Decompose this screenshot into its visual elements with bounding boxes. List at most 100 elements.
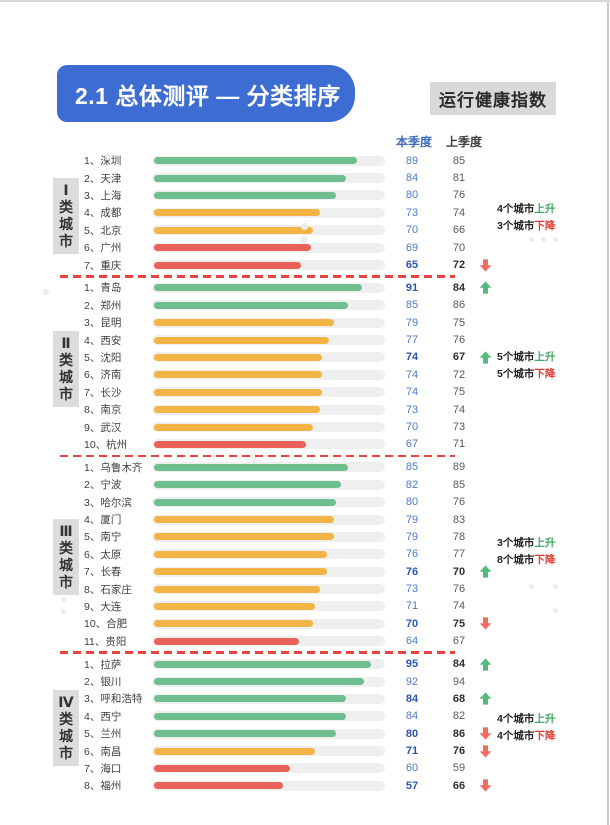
score-bar-track: [152, 260, 385, 271]
previous-score: 81: [452, 172, 466, 185]
city-label: 1、深圳: [84, 155, 122, 168]
group-separator-line: [60, 651, 455, 654]
trend-arrow: [479, 258, 497, 272]
city-row: 4、成都 73 74: [84, 204, 610, 221]
city-row: 3、上海 80 76: [84, 187, 610, 204]
trend-arrow: [479, 617, 497, 631]
score-bar-track: [152, 439, 385, 450]
score-bar-fill: [154, 440, 307, 448]
trend-arrow: [479, 530, 497, 544]
decor-dot: [529, 584, 534, 589]
city-row: 2、宁波 82 85: [84, 476, 610, 493]
score-bar-track: [152, 601, 385, 612]
previous-score: 74: [452, 206, 466, 219]
current-score: 82: [405, 478, 419, 491]
score-bar-fill: [154, 191, 337, 199]
score-bar-fill: [154, 463, 349, 471]
city-label: 6、太原: [84, 548, 122, 561]
current-score: 95: [405, 658, 419, 671]
decor-dot: [553, 584, 558, 589]
trend-arrow: [479, 333, 497, 347]
city-label: 1、拉萨: [84, 658, 122, 671]
city-label: 9、大连: [84, 600, 122, 613]
city-row: 9、大连 71 74: [84, 598, 610, 615]
summary-up-line: 3个城市上升: [497, 537, 556, 550]
current-score: 85: [405, 461, 419, 474]
previous-score: 76: [452, 334, 466, 347]
decor-dot: [61, 597, 66, 602]
previous-score: 94: [452, 675, 466, 688]
previous-score: 74: [452, 403, 466, 416]
score-bar-fill: [154, 620, 314, 628]
city-row: 5、沈阳 74 67: [84, 349, 610, 366]
city-row: 10、合肥 70 75: [84, 615, 610, 632]
city-label: 1、青岛: [84, 282, 122, 295]
score-bar-fill: [154, 516, 335, 523]
group-tier-char: 市: [59, 232, 73, 249]
previous-score: 74: [452, 600, 466, 613]
summary-down-line: 5个城市下降: [497, 368, 556, 381]
trend-arrow: [479, 241, 497, 255]
score-bar-track: [152, 636, 385, 647]
trend-arrow: [479, 368, 497, 382]
score-bar-fill: [154, 284, 363, 292]
score-bar-track: [152, 618, 385, 629]
decor-dot: [251, 457, 257, 463]
city-row: 4、西安 77 76: [84, 331, 610, 348]
score-bar-track: [152, 155, 385, 166]
previous-score: 77: [452, 548, 466, 561]
score-bar-track: [152, 497, 385, 508]
current-score: 73: [405, 583, 419, 596]
group-tier-char: 城: [59, 369, 73, 386]
trend-arrow: [479, 298, 497, 312]
group-tier-char: 类: [59, 352, 73, 369]
previous-score: 82: [452, 710, 466, 723]
trend-arrow: [479, 547, 497, 561]
score-bar-fill: [154, 782, 283, 790]
previous-score: 66: [452, 224, 466, 237]
trend-arrow: [479, 779, 497, 793]
previous-score: 72: [452, 368, 466, 381]
previous-score: 89: [452, 461, 466, 474]
city-label: 2、天津: [84, 172, 122, 185]
city-row: 8、石家庄 73 76: [84, 580, 610, 597]
down-arrow-icon: [479, 727, 492, 740]
score-bar-track: [152, 387, 385, 398]
trend-arrow: [479, 316, 497, 330]
city-row: 4、西宁 84 82: [84, 708, 610, 725]
city-label: 4、西宁: [84, 710, 122, 723]
current-score: 76: [405, 565, 419, 578]
trend-arrow: [479, 385, 497, 399]
current-score: 70: [405, 617, 419, 630]
score-bar-fill: [154, 747, 316, 755]
page-edge-line: [607, 2, 609, 825]
city-label: 10、杭州: [84, 438, 128, 451]
previous-score: 70: [452, 241, 466, 254]
city-label: 5、兰州: [84, 728, 122, 741]
group-tier-char: 城: [59, 728, 73, 745]
previous-score: 70: [452, 565, 466, 578]
group-tier-char: 城: [59, 557, 73, 574]
trend-arrow: [479, 403, 497, 417]
previous-score: 75: [452, 316, 466, 329]
current-score: 70: [405, 224, 419, 237]
trend-arrow: [479, 582, 497, 596]
city-label: 8、南京: [84, 404, 122, 417]
previous-score: 59: [452, 762, 466, 775]
score-bar-fill: [154, 226, 314, 234]
summary-down-line: 8个城市下降: [497, 554, 556, 567]
city-label: 2、银川: [84, 676, 122, 689]
summary-down-line: 3个城市下降: [497, 220, 556, 232]
score-bar-fill: [154, 406, 321, 414]
score-bar-track: [152, 728, 385, 739]
score-bar-fill: [154, 301, 349, 309]
score-bar-track: [152, 352, 385, 363]
current-score: 65: [405, 259, 419, 272]
city-row: 7、海口 60 59: [84, 760, 610, 777]
current-score: 64: [405, 635, 419, 648]
group-tier-char: Ⅱ: [61, 335, 71, 352]
